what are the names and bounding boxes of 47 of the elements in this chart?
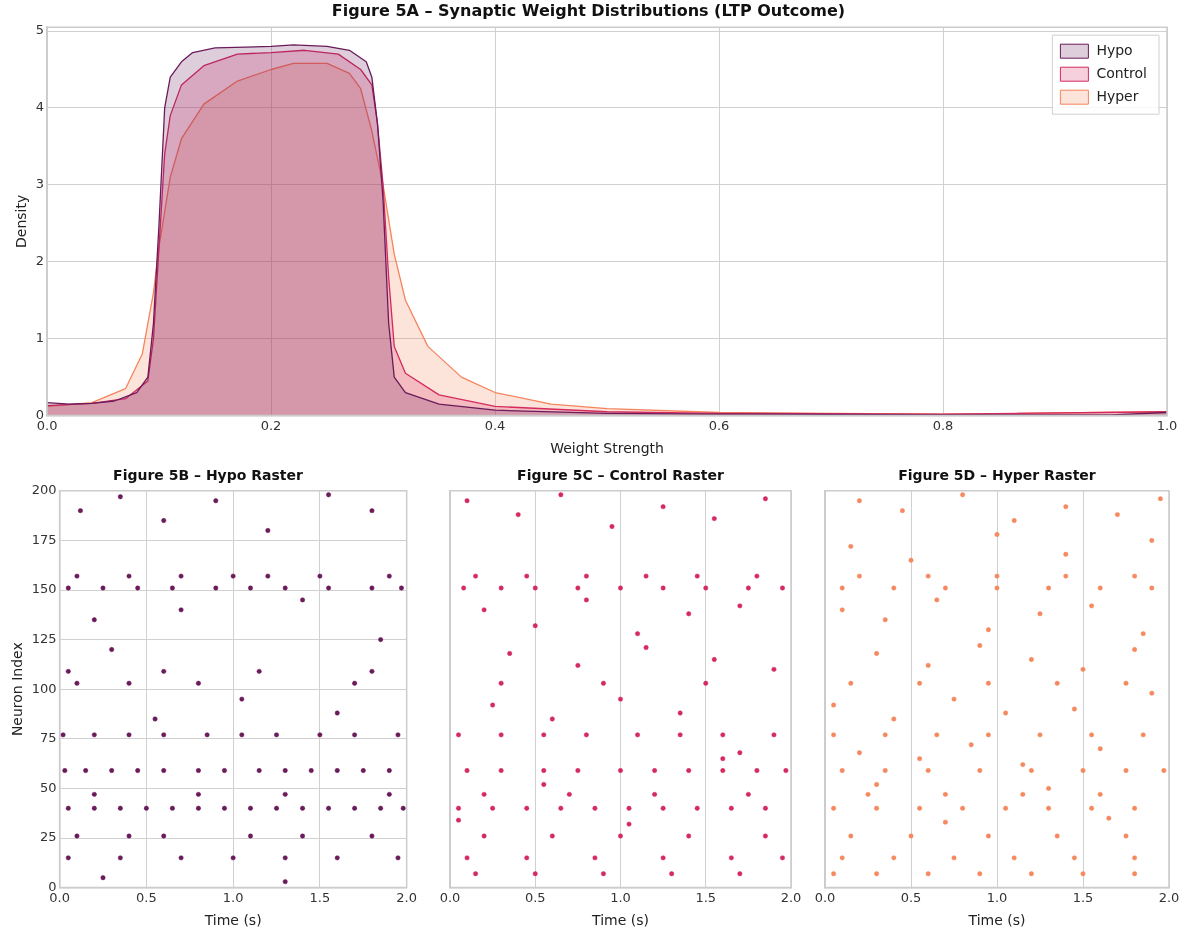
y-tick-label: 1 <box>35 330 45 346</box>
y-axis-title: Neuron Index <box>9 642 26 737</box>
x-tick-label: 2.0 <box>1158 889 1180 905</box>
x-tick-label: 0.5 <box>136 889 157 905</box>
y-tick-label: 50 <box>40 779 57 795</box>
legend-label: Hypo <box>1096 41 1133 58</box>
x-tick-label: 0.8 <box>932 417 954 433</box>
y-tick-label: 150 <box>31 581 57 597</box>
x-tick-label: 1.0 <box>986 889 1008 905</box>
x-tick-label: 0.6 <box>708 417 730 433</box>
x-axis-title: Time (s) <box>203 912 262 929</box>
x-tick-label: 0.0 <box>814 889 836 905</box>
y-tick-label: 4 <box>35 99 45 115</box>
x-tick-label: 2.0 <box>780 889 802 905</box>
y-tick-label: 75 <box>40 730 57 746</box>
x-tick-label: 0.2 <box>260 417 282 433</box>
y-tick-label: 2 <box>35 253 45 269</box>
chart-title: Figure 5D – Hyper Raster <box>898 467 1096 484</box>
x-tick-label: 1.0 <box>222 889 244 905</box>
x-axis-title: Time (s) <box>591 912 649 929</box>
x-tick-label: 1.5 <box>309 889 331 905</box>
chart-title: Figure 5B – Hypo Raster <box>113 467 303 484</box>
x-tick-label: 1.0 <box>1156 417 1178 433</box>
x-tick-label: 0.5 <box>524 889 546 905</box>
legend-label: Control <box>1096 64 1147 81</box>
y-tick-label: 175 <box>31 531 57 547</box>
x-tick-label: 1.0 <box>610 889 631 905</box>
chart-title: Figure 5A – Synaptic Weight Distributions (LTP Outcome) <box>331 0 846 20</box>
x-axis-title: Time (s) <box>967 912 1026 929</box>
y-tick-label: 125 <box>31 630 57 646</box>
y-tick-label: 100 <box>31 680 57 696</box>
legend-label: Hyper <box>1096 87 1139 104</box>
y-tick-label: 25 <box>40 829 57 845</box>
x-tick-label: 0.5 <box>900 889 922 905</box>
x-tick-label: 0.4 <box>484 417 506 433</box>
x-tick-label: 2.0 <box>396 889 418 905</box>
x-axis-title: Weight Strength <box>550 440 664 457</box>
x-tick-label: 0.0 <box>439 889 461 905</box>
y-axis-title: Density <box>13 194 30 249</box>
chart-title: Figure 5C – Control Raster <box>517 467 724 484</box>
y-tick-label: 200 <box>31 482 57 498</box>
y-tick-label: 5 <box>35 22 45 38</box>
y-tick-label: 0 <box>35 406 45 422</box>
x-tick-label: 1.5 <box>695 889 717 905</box>
x-tick-label: 1.5 <box>1072 889 1094 905</box>
y-tick-label: 3 <box>35 176 45 192</box>
y-tick-label: 0 <box>48 878 57 894</box>
